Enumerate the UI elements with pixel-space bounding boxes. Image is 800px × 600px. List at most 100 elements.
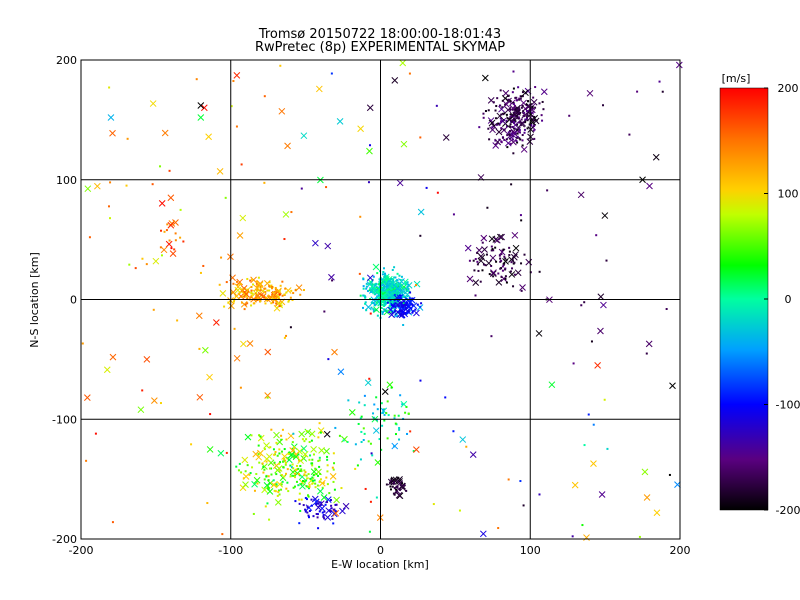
scatter-point	[509, 270, 512, 273]
scatter-point-x	[489, 126, 496, 134]
scatter-point	[246, 297, 249, 300]
scatter-point	[301, 438, 304, 441]
scatter-point-x	[597, 327, 604, 335]
scatter-point	[414, 308, 417, 311]
scatter-point-x	[490, 122, 498, 130]
scatter-point	[373, 303, 376, 306]
scatter-point	[513, 105, 516, 108]
scatter-point	[278, 289, 281, 292]
scatter-point	[376, 314, 379, 317]
scatter-point	[263, 478, 266, 481]
scatter-point	[398, 438, 401, 441]
scatter-point	[265, 297, 268, 300]
scatter-point	[269, 467, 272, 470]
scatter-point	[383, 408, 386, 411]
scatter-point	[246, 302, 249, 305]
scatter-point	[508, 137, 511, 140]
scatter-point	[510, 183, 513, 186]
scatter-point	[285, 438, 288, 441]
scatter-point	[498, 254, 501, 257]
scatter-point-x	[250, 276, 257, 284]
scatter-point	[309, 454, 312, 457]
scatter-point	[394, 422, 397, 425]
scatter-point	[237, 282, 240, 285]
scatter-point-x	[594, 362, 601, 369]
scatter-point	[636, 90, 639, 93]
scatter-point	[468, 259, 471, 262]
scatter-point	[362, 427, 365, 430]
scatter-point-x	[143, 356, 151, 363]
scatter-point	[393, 304, 396, 307]
x-tick-label: 200	[670, 544, 691, 557]
scatter-point	[377, 283, 380, 286]
scatter-point	[511, 259, 514, 262]
scatter-point	[281, 480, 284, 483]
scatter-point	[520, 118, 523, 121]
scatter-point-x	[386, 291, 394, 299]
scatter-point	[645, 352, 648, 355]
scatter-point	[88, 236, 91, 239]
scatter-point	[160, 254, 163, 257]
scatter-point-x	[165, 240, 173, 248]
scatter-point	[402, 323, 405, 326]
scatter-point	[497, 122, 500, 125]
scatter-point	[371, 280, 374, 283]
scatter-point	[359, 417, 362, 420]
scatter-point	[270, 302, 273, 305]
scatter-point	[279, 469, 282, 472]
scatter-point	[257, 453, 260, 456]
scatter-point	[521, 139, 524, 142]
scatter-point	[359, 215, 362, 218]
scatter-point	[391, 285, 394, 288]
scatter-point	[375, 496, 378, 499]
scatter-point	[331, 466, 334, 469]
scatter-point	[581, 524, 584, 527]
scatter-point	[540, 114, 543, 117]
scatter-point	[516, 129, 519, 132]
scatter-point	[269, 295, 272, 298]
scatter-point-x	[494, 138, 502, 146]
scatter-point	[273, 291, 276, 294]
scatter-point	[284, 287, 287, 290]
scatter-point	[223, 305, 226, 308]
scatter-point	[383, 419, 386, 422]
scatter-point-x	[317, 500, 325, 508]
scatter-point-x	[479, 530, 487, 538]
scatter-point	[521, 91, 524, 94]
scatter-point	[513, 127, 516, 130]
scatter-point	[512, 119, 515, 122]
scatter-point	[516, 136, 519, 139]
scatter-point	[362, 294, 365, 297]
scatter-point	[290, 211, 293, 214]
scatter-point	[327, 358, 330, 361]
colorbar-tick-label: -200	[776, 504, 800, 517]
scatter-point	[399, 278, 402, 281]
scatter-point-x	[513, 108, 521, 116]
scatter-point	[502, 248, 505, 251]
scatter-point	[305, 485, 308, 488]
scatter-point	[497, 527, 500, 530]
scatter-point	[474, 258, 477, 261]
scatter-point	[483, 237, 486, 240]
scatter-point-x	[413, 280, 421, 288]
scatter-point	[252, 283, 255, 286]
scatter-point	[109, 217, 112, 220]
scatter-point	[318, 459, 321, 462]
scatter-point	[334, 426, 337, 429]
scatter-point	[546, 189, 549, 192]
scatter-point	[301, 480, 304, 483]
scatter-point	[376, 272, 379, 275]
scatter-point	[514, 96, 517, 99]
scatter-point	[514, 120, 517, 123]
scatter-point	[332, 452, 335, 455]
scatter-point	[638, 535, 641, 538]
scatter-point-x	[490, 269, 497, 276]
scatter-point-x	[242, 481, 249, 488]
scatter-point	[389, 488, 392, 491]
scatter-point-x	[643, 494, 651, 501]
scatter-point	[280, 488, 283, 491]
scatter-point	[495, 260, 498, 263]
scatter-point	[278, 462, 281, 465]
scatter-point	[364, 295, 367, 298]
scatter-point	[496, 97, 499, 100]
